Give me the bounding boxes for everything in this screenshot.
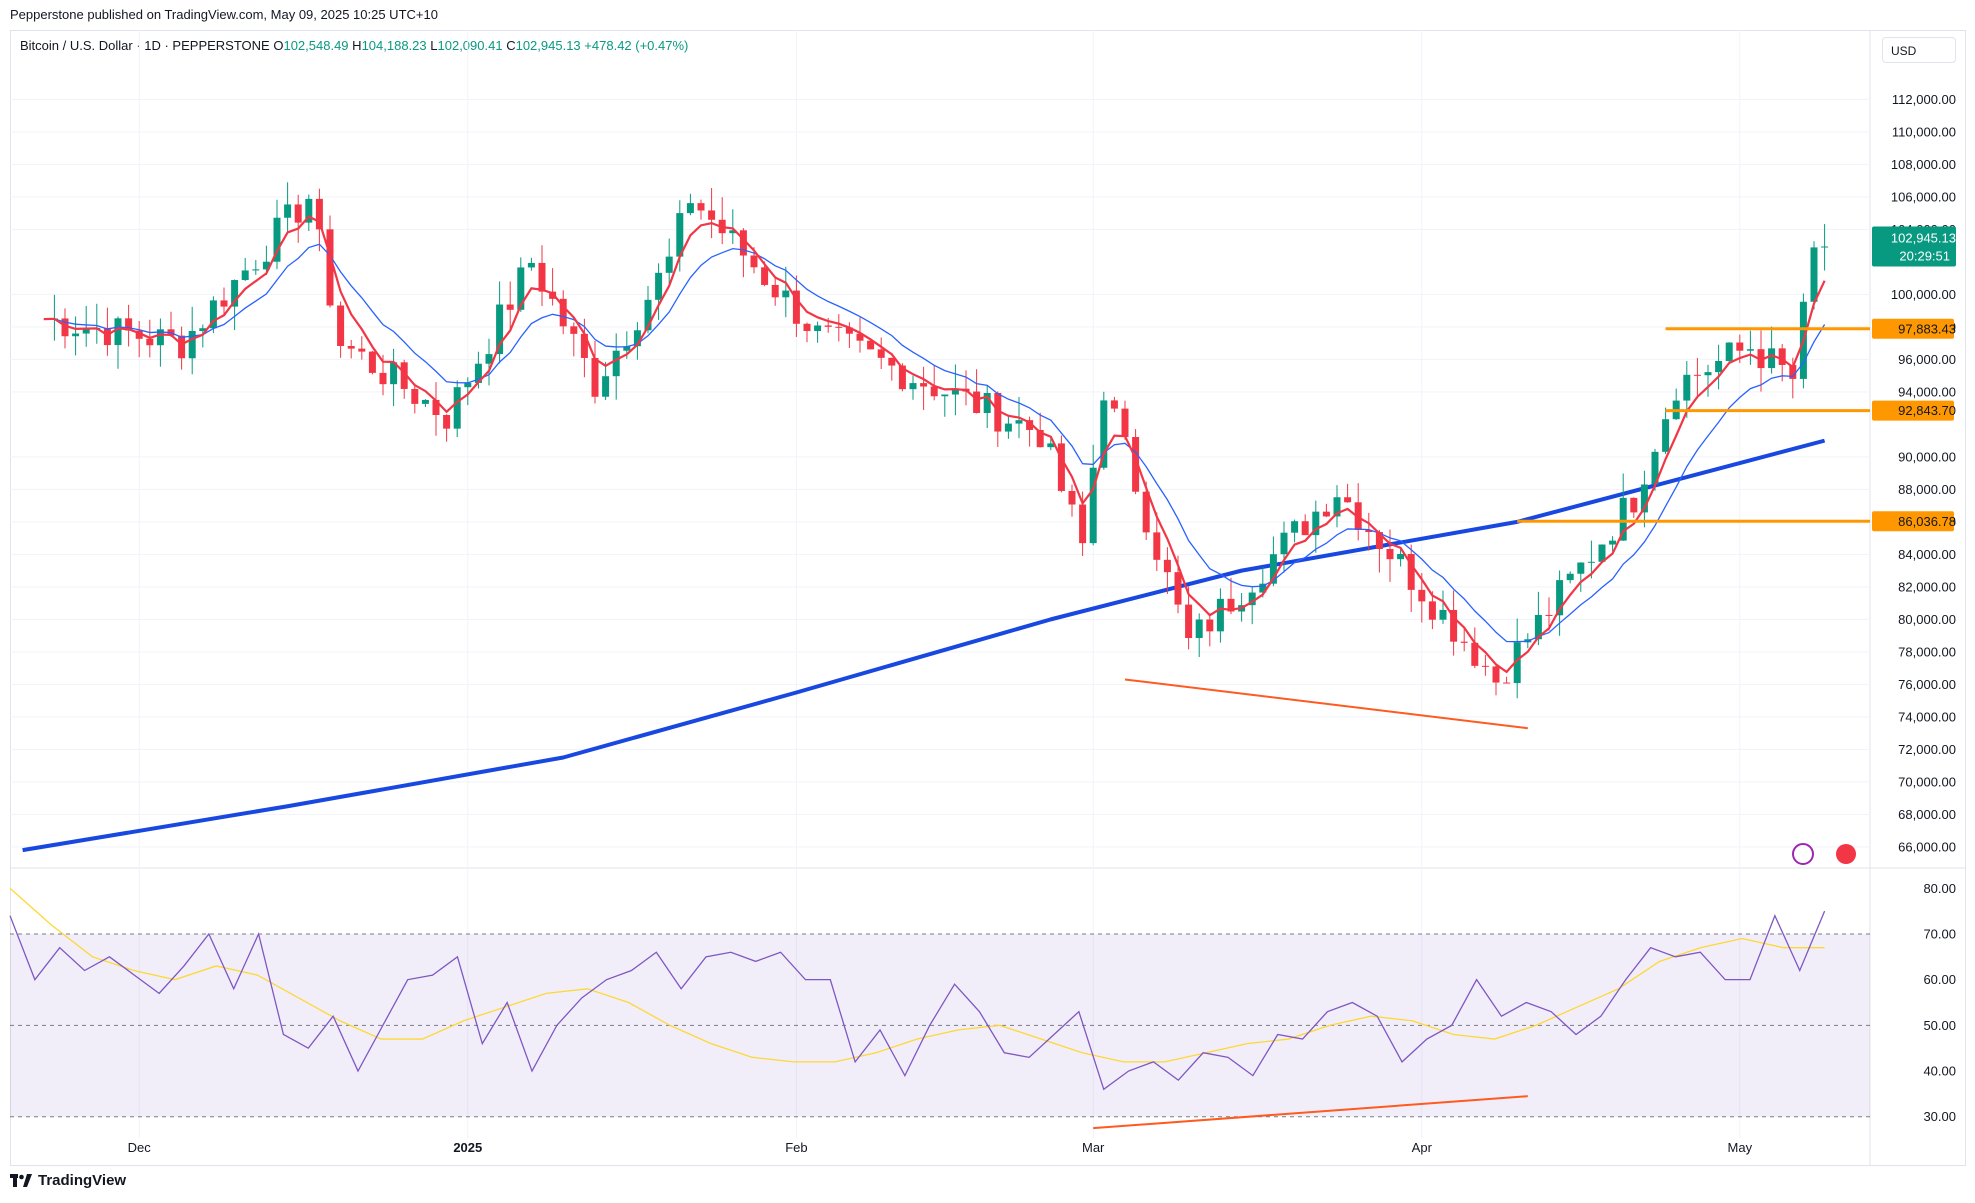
change-value: +478.42 (+0.47%) xyxy=(584,38,689,53)
open-value: 102,548.49 xyxy=(283,38,349,53)
close-value: 102,945.13 xyxy=(515,38,581,53)
symbol-legend: Bitcoin / U.S. Dollar · 1D · PEPPERSTONE… xyxy=(20,38,689,53)
chart-frame xyxy=(10,30,1966,1166)
publish-header: Pepperstone published on TradingView.com… xyxy=(10,7,438,22)
tradingview-brand: TradingView xyxy=(38,1172,127,1189)
low-value: 102,090.41 xyxy=(437,38,503,53)
symbol-name: Bitcoin / U.S. Dollar · 1D · PEPPERSTONE xyxy=(20,38,270,53)
currency-selector[interactable]: USD xyxy=(1882,37,1956,63)
tradingview-icon xyxy=(10,1173,32,1187)
high-value: 104,188.23 xyxy=(361,38,427,53)
tradingview-logo[interactable]: TradingView xyxy=(10,1172,126,1189)
